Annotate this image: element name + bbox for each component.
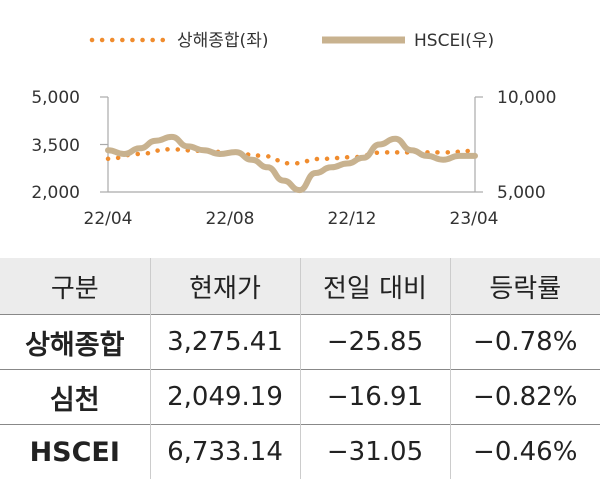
y-right-tick-labels: 10,000 5,000 [497, 88, 556, 203]
index-name-cell: 심천 [0, 369, 150, 425]
column-header: 등락률 [449, 258, 600, 315]
change-rate-cell: −0.78% [449, 314, 600, 370]
index-name-cell: 상해종합 [0, 314, 150, 370]
x-tick-label: 22/04 [84, 209, 133, 229]
legend-label-shanghai: 상해종합(좌) [177, 31, 268, 51]
change-cell: −16.91 [299, 369, 450, 425]
table-row: 심천 2,049.19 −16.91 −0.82% [0, 369, 600, 425]
y-left-tick-label: 2,000 [31, 183, 80, 203]
change-rate-cell: −0.82% [449, 369, 600, 425]
plot-frame [100, 96, 483, 193]
legend-label-hscei: HSCEI(우) [414, 31, 494, 51]
chart-legend: 상해종합(좌) HSCEI(우) [89, 31, 494, 51]
column-header: 현재가 [149, 258, 300, 315]
index-name-cell: HSCEI [0, 424, 150, 479]
y-left-tick-label: 5,000 [31, 88, 80, 108]
x-tick-label: 22/08 [206, 209, 255, 229]
index-quote-table: 구분 현재가 전일 대비 등락률 상해종합 3,275.41 −25.85 −0… [0, 258, 600, 479]
x-tick-label: 22/12 [328, 209, 377, 229]
price-cell: 3,275.41 [149, 314, 300, 370]
series-layer [105, 133, 478, 194]
y-right-tick-label: 5,000 [497, 183, 546, 203]
y-left-tick-label: 3,500 [31, 136, 80, 156]
x-tick-labels: 22/04 22/08 22/12 23/04 [84, 209, 499, 229]
change-rate-cell: −0.46% [449, 424, 600, 479]
series-line-hscei [105, 133, 478, 194]
change-cell: −31.05 [299, 424, 450, 479]
table-row: 상해종합 3,275.41 −25.85 −0.78% [0, 314, 600, 370]
table-row: HSCEI 6,733.14 −31.05 −0.46% [0, 424, 600, 479]
y-left-tick-labels: 5,000 3,500 2,000 [31, 88, 80, 203]
y-right-tick-label: 10,000 [497, 88, 556, 108]
x-tick-label: 23/04 [450, 209, 499, 229]
index-line-chart: 상해종합(좌) HSCEI(우) 5,000 3,500 2,000 10,00… [31, 31, 556, 229]
column-header: 전일 대비 [299, 258, 450, 315]
table-header-row: 구분 현재가 전일 대비 등락률 [0, 258, 600, 315]
column-header: 구분 [0, 258, 150, 315]
price-cell: 2,049.19 [149, 369, 300, 425]
series-line-shanghai [105, 147, 478, 166]
price-cell: 6,733.14 [149, 424, 300, 479]
change-cell: −25.85 [299, 314, 450, 370]
